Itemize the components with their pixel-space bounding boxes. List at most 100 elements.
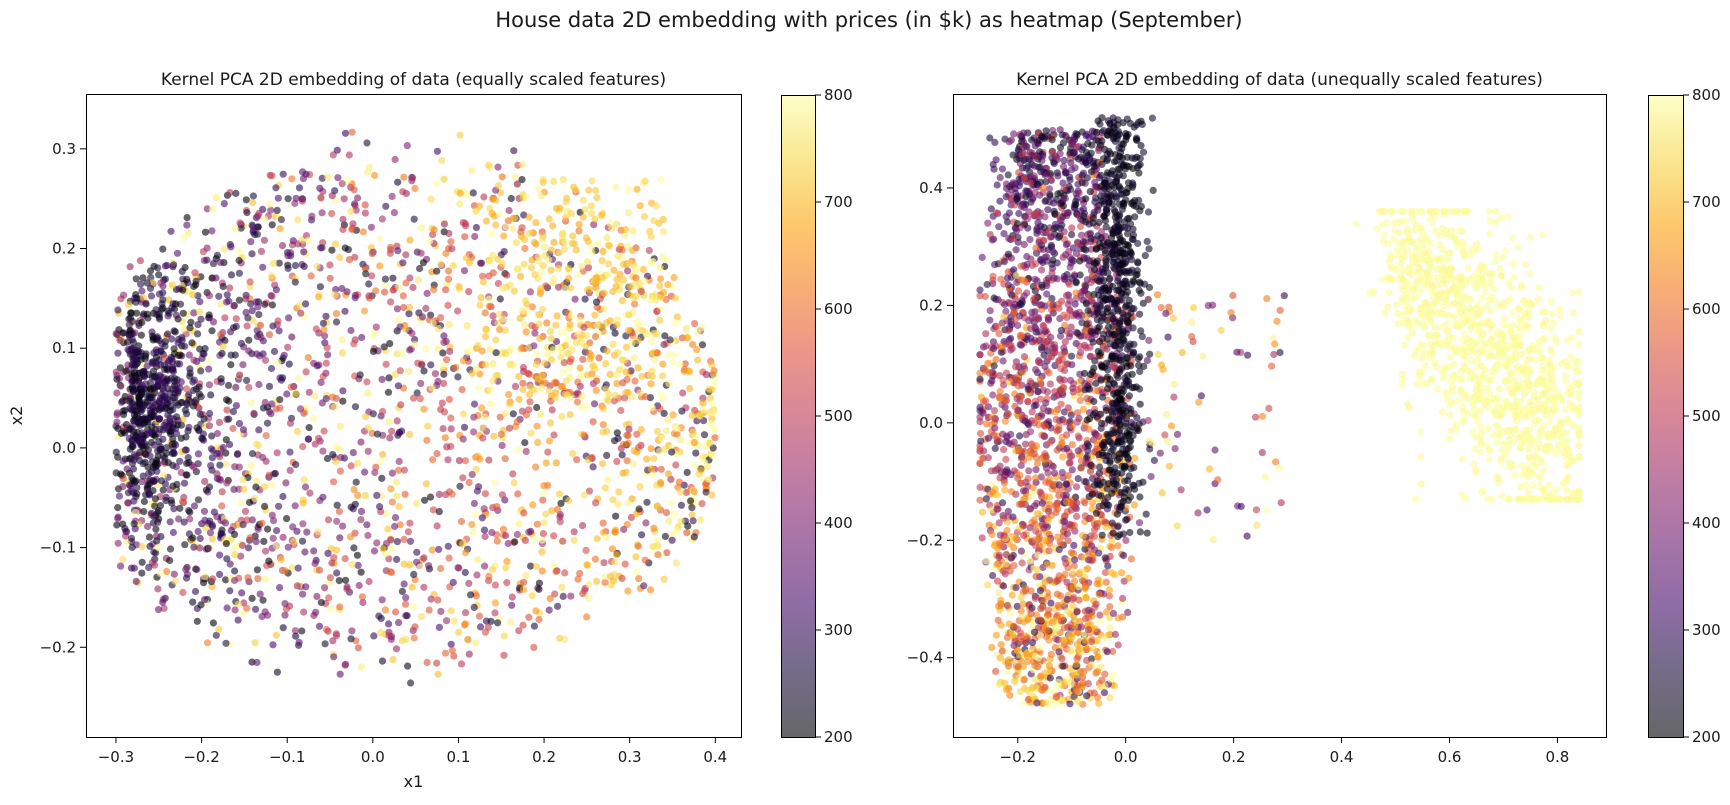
- scatter-point: [269, 517, 278, 525]
- scatter-point: [311, 440, 319, 448]
- scatter-point: [555, 283, 563, 291]
- scatter-point: [169, 365, 177, 373]
- scatter-point: [502, 223, 510, 231]
- scatter-point: [1049, 463, 1057, 471]
- scatter-point: [1083, 656, 1091, 665]
- scatter-point: [1052, 153, 1061, 162]
- scatter-point: [509, 225, 517, 233]
- scatter-point: [1078, 577, 1087, 585]
- scatter-point: [243, 376, 251, 384]
- scatter-point: [1034, 314, 1042, 322]
- scatter-point: [1101, 670, 1109, 678]
- scatter-point: [1010, 130, 1018, 138]
- scatter-point: [1086, 556, 1094, 564]
- scatter-point: [196, 345, 204, 353]
- scatter-point: [691, 462, 699, 470]
- scatter-point: [1095, 218, 1103, 226]
- scatter-point: [570, 183, 578, 191]
- scatter-point: [208, 432, 216, 440]
- scatter-point: [140, 372, 148, 380]
- scatter-point: [333, 146, 341, 154]
- scatter-point: [559, 537, 567, 545]
- scatter-point: [321, 640, 329, 648]
- scatter-point: [126, 397, 134, 405]
- scatter-point: [183, 275, 191, 283]
- scatter-point: [114, 539, 122, 547]
- scatter-point: [171, 577, 179, 585]
- scatter-point: [1119, 594, 1127, 603]
- scatter-point: [1003, 667, 1011, 676]
- scatter-point: [223, 555, 231, 563]
- scatter-point: [339, 397, 347, 405]
- scatter-point: [578, 522, 587, 530]
- scatter-point: [433, 659, 441, 667]
- scatter-point: [400, 535, 408, 544]
- scatter-point: [216, 461, 224, 469]
- scatter-point: [404, 528, 412, 536]
- scatter-point: [226, 440, 234, 449]
- scatter-point: [201, 345, 209, 353]
- scatter-point: [1031, 675, 1039, 683]
- scatter-point: [422, 480, 430, 488]
- scatter-point: [1105, 592, 1113, 600]
- scatter-point: [382, 510, 390, 518]
- scatter-point: [197, 367, 205, 375]
- scatter-point: [613, 220, 621, 228]
- scatter-point: [294, 374, 302, 382]
- scatter-point: [341, 555, 349, 563]
- scatter-point: [318, 209, 326, 217]
- scatter-point: [440, 175, 448, 183]
- scatter-point: [388, 545, 396, 553]
- scatter-point: [485, 302, 493, 310]
- scatter-point: [480, 526, 489, 534]
- scatter-point: [657, 465, 665, 473]
- scatter-point: [437, 314, 445, 322]
- scatter-point: [235, 296, 243, 304]
- scatter-point: [456, 200, 464, 208]
- scatter-point: [417, 379, 425, 388]
- scatter-point: [592, 283, 600, 292]
- scatter-point: [519, 379, 527, 387]
- scatter-point: [1022, 431, 1030, 439]
- scatter-point: [385, 374, 393, 382]
- scatter-point: [1009, 179, 1017, 187]
- scatter-point: [1008, 344, 1016, 352]
- scatter-point: [255, 426, 263, 434]
- scatter-point: [683, 529, 691, 537]
- scatter-point: [434, 324, 442, 332]
- scatter-point: [489, 312, 497, 320]
- scatter-point: [699, 399, 707, 407]
- x-tick-label: 0.3: [618, 748, 642, 766]
- scatter-point: [144, 429, 153, 437]
- scatter-point: [322, 312, 330, 320]
- scatter-point: [1032, 324, 1040, 333]
- scatter-point: [321, 584, 329, 592]
- scatter-point: [411, 340, 419, 348]
- scatter-point: [459, 435, 467, 443]
- scatter-point: [378, 215, 386, 223]
- scatter-point: [203, 639, 212, 647]
- scatter-point: [406, 430, 414, 438]
- scatter-point: [398, 350, 406, 358]
- scatter-point: [648, 404, 656, 412]
- scatter-point: [597, 211, 606, 219]
- scatter-point: [235, 256, 243, 265]
- scatter-point: [632, 267, 640, 275]
- scatter-point: [384, 525, 392, 533]
- scatter-point: [410, 634, 418, 642]
- scatter-point: [239, 521, 247, 529]
- scatter-point: [440, 379, 448, 387]
- scatter-point: [528, 256, 536, 264]
- scatter-point: [1055, 603, 1063, 611]
- scatter-point: [613, 275, 621, 284]
- scatter-point: [611, 329, 619, 337]
- scatter-point: [599, 460, 607, 468]
- scatter-point: [311, 559, 319, 568]
- scatter-point: [302, 368, 310, 376]
- scatter-point: [310, 547, 318, 555]
- scatter-point: [417, 613, 426, 621]
- scatter-point: [276, 584, 284, 592]
- scatter-point: [455, 282, 463, 291]
- scatter-point: [385, 418, 393, 426]
- scatter-point: [159, 486, 167, 494]
